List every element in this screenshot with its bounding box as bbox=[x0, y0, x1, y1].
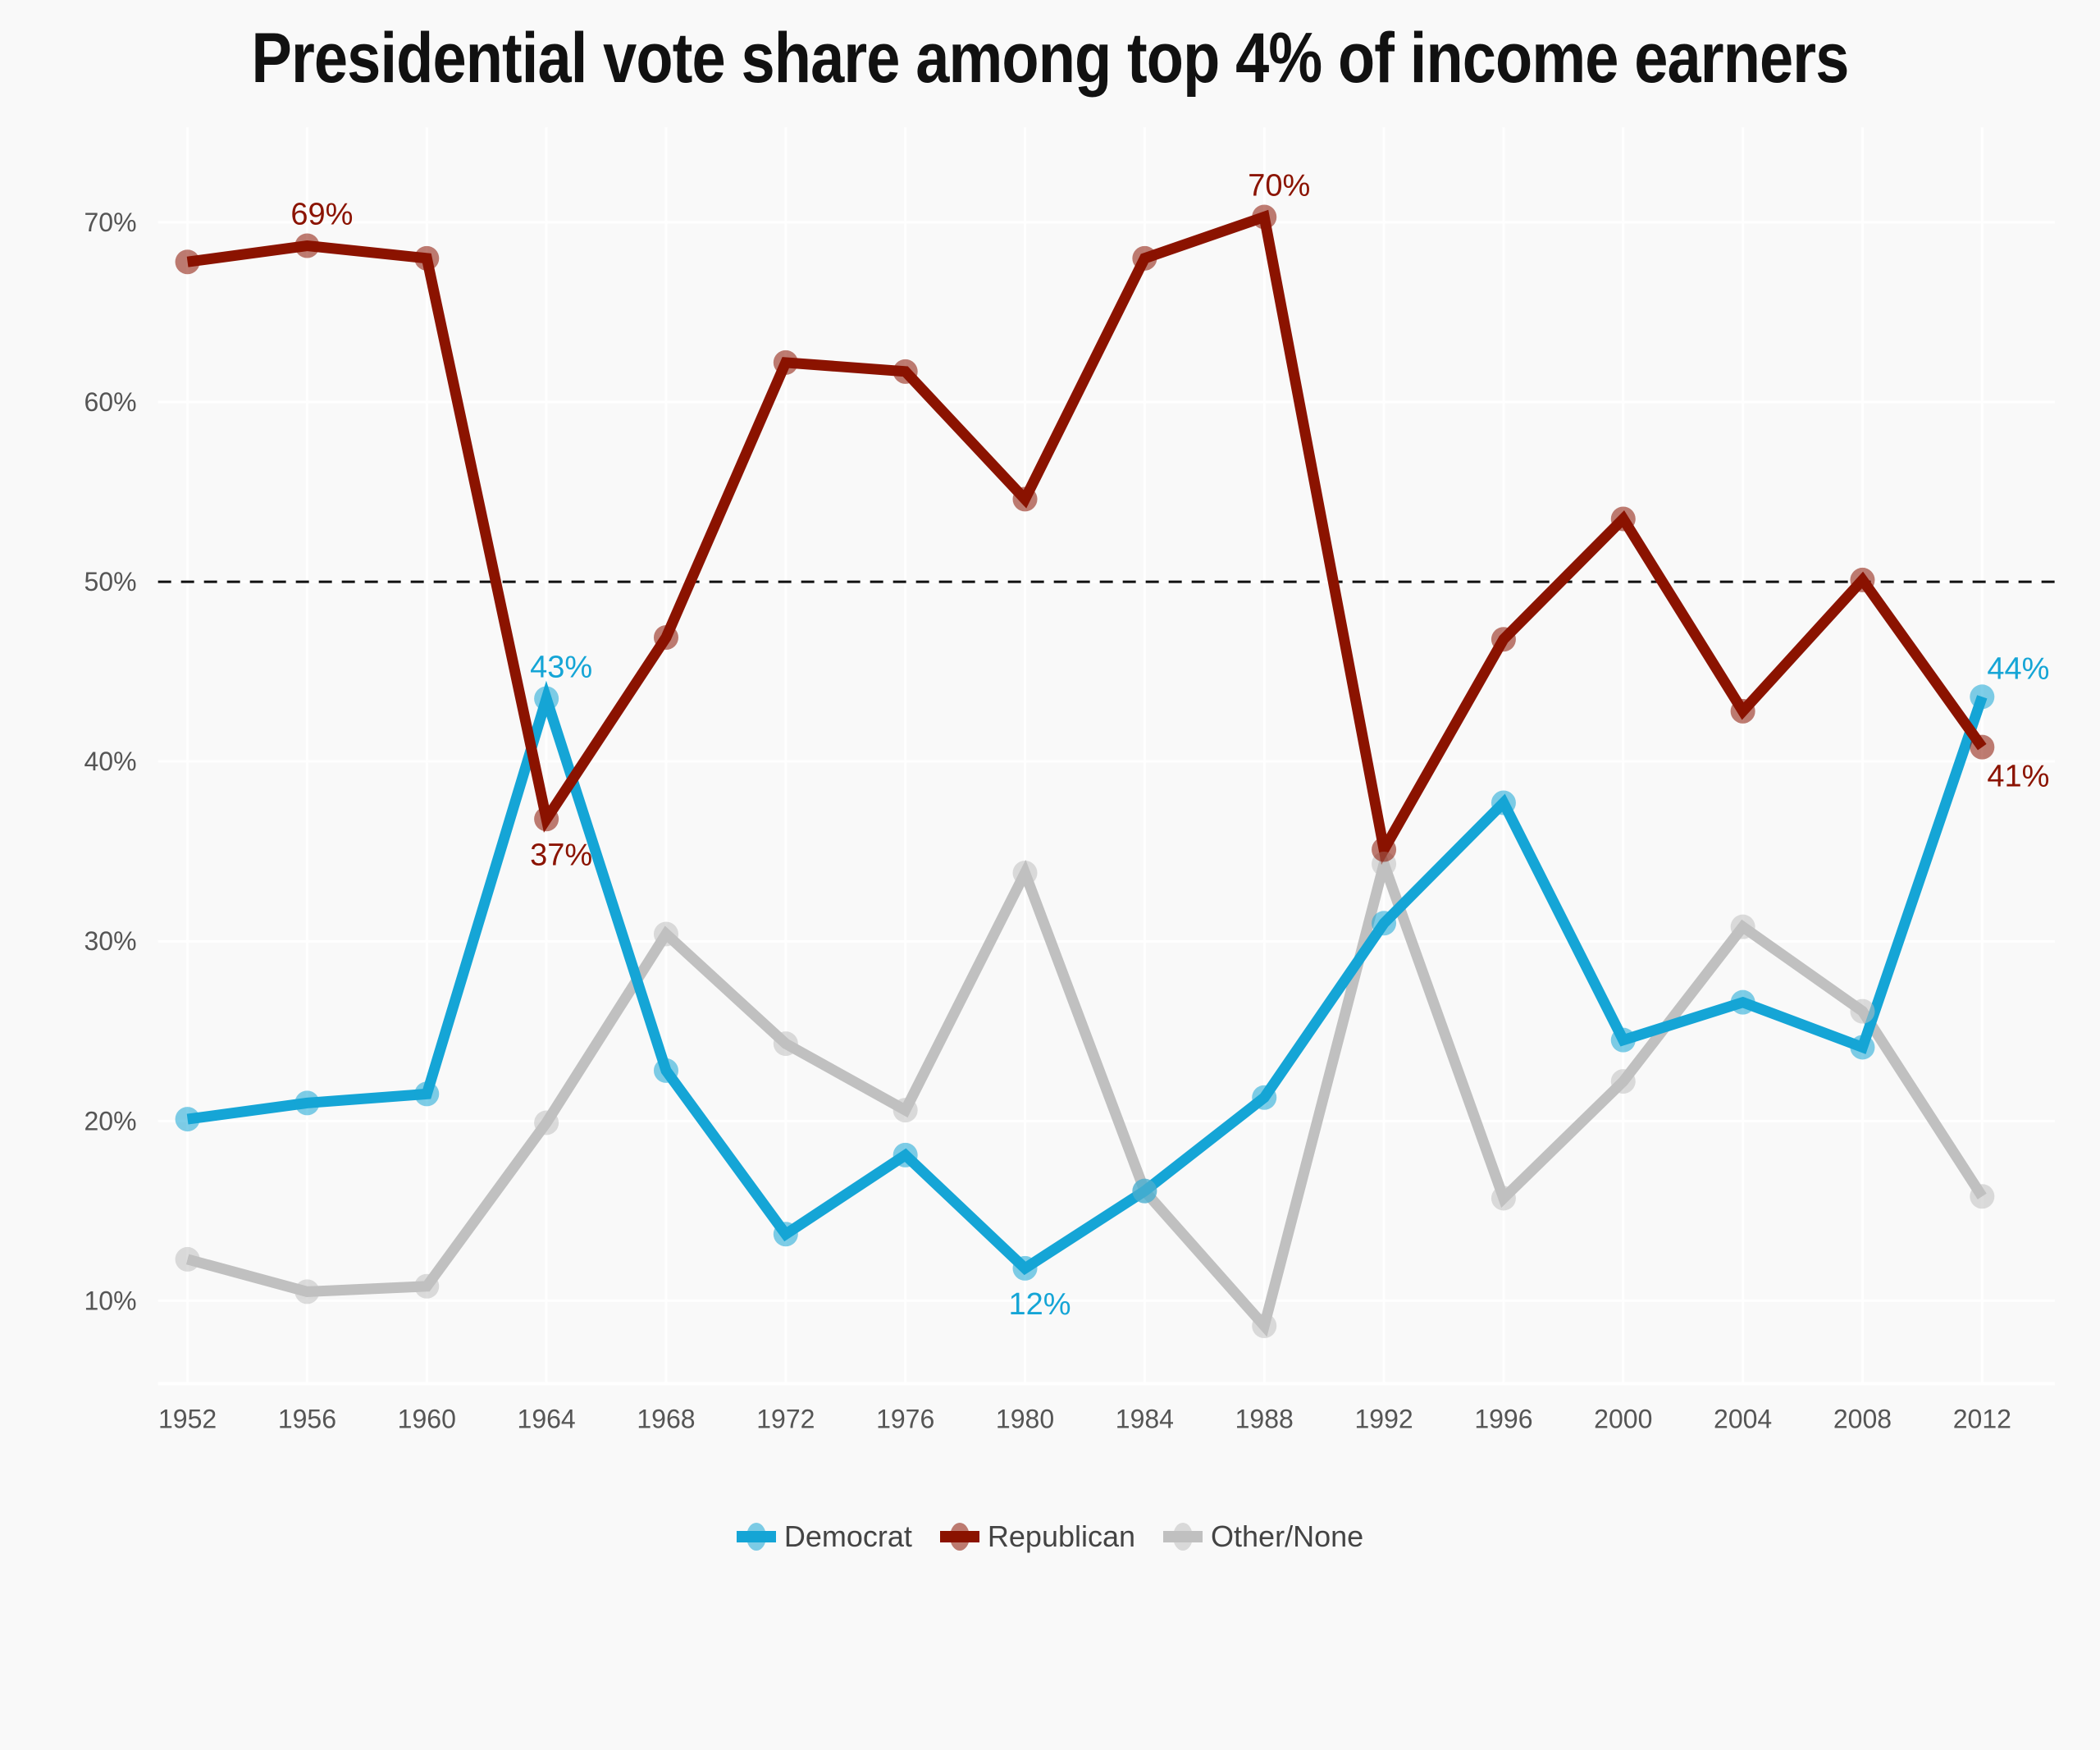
x-tick-label: 1992 bbox=[1354, 1404, 1413, 1433]
data-point-other-none bbox=[1012, 860, 1038, 885]
x-tick-label: 1976 bbox=[876, 1404, 934, 1433]
data-point-republican bbox=[653, 625, 678, 651]
data-point-democrat bbox=[1012, 1255, 1038, 1281]
data-label-democrat-1980: 12% bbox=[1008, 1287, 1071, 1322]
data-point-other-none bbox=[1970, 1184, 1995, 1209]
legend-item-other-none: Other/None bbox=[1163, 1519, 1363, 1554]
series-points bbox=[175, 204, 1995, 1338]
data-point-republican bbox=[534, 806, 559, 832]
legend-label: Republican bbox=[987, 1519, 1136, 1553]
data-point-republican bbox=[1730, 698, 1755, 724]
y-tick-label: 70% bbox=[84, 208, 136, 237]
series-line-democrat bbox=[186, 680, 1988, 1276]
legend-label: Democrat bbox=[783, 1519, 912, 1553]
data-label-republican-2012: 41% bbox=[1987, 760, 2049, 794]
data-point-republican bbox=[294, 233, 320, 258]
data-point-other-none bbox=[773, 1031, 798, 1057]
y-tick-label: 60% bbox=[84, 387, 136, 417]
data-point-democrat bbox=[1850, 1035, 1875, 1060]
data-point-republican bbox=[1012, 487, 1038, 512]
data-point-other-none bbox=[414, 1273, 440, 1299]
data-point-other-none bbox=[892, 1098, 918, 1123]
data-point-democrat bbox=[1252, 1085, 1277, 1110]
data-label-republican-1956: 69% bbox=[290, 197, 353, 231]
series-lines bbox=[185, 209, 1988, 1337]
y-tick-label: 20% bbox=[84, 1106, 136, 1135]
data-point-republican bbox=[892, 359, 918, 384]
data-point-democrat bbox=[175, 1107, 200, 1132]
data-point-other-none bbox=[1610, 1069, 1636, 1094]
x-tick-label: 1968 bbox=[637, 1404, 695, 1433]
data-point-democrat bbox=[294, 1090, 320, 1116]
data-point-democrat bbox=[1491, 790, 1516, 816]
legend-label: Other/None bbox=[1211, 1519, 1364, 1553]
data-point-republican bbox=[414, 245, 440, 271]
data-labels: 69% 70% 37% 43% 12% 44% 41% bbox=[290, 168, 2049, 1321]
data-point-other-none bbox=[653, 921, 678, 947]
data-point-other-none bbox=[1730, 914, 1755, 939]
data-point-other-none bbox=[534, 1110, 559, 1135]
legend: Democrat Republican Other/None bbox=[0, 1519, 2100, 1554]
x-axis: 1952 1956 1960 1964 1968 1972 1976 1980 1984 1988… bbox=[158, 1404, 2011, 1433]
data-point-democrat bbox=[892, 1142, 918, 1167]
x-tick-label: 1952 bbox=[158, 1404, 217, 1433]
y-tick-label: 50% bbox=[84, 567, 136, 596]
data-point-democrat bbox=[1372, 911, 1397, 936]
x-tick-label: 1964 bbox=[518, 1404, 576, 1433]
data-point-democrat bbox=[534, 686, 559, 711]
data-point-republican bbox=[1610, 506, 1636, 532]
legend-item-republican: Republican bbox=[939, 1519, 1136, 1554]
data-point-republican bbox=[1491, 627, 1516, 652]
legend-swatch-icon bbox=[736, 1523, 776, 1551]
data-point-democrat bbox=[1132, 1178, 1157, 1204]
x-tick-label: 1972 bbox=[756, 1404, 815, 1433]
data-point-republican bbox=[1252, 204, 1277, 230]
x-tick-label: 2012 bbox=[1953, 1404, 2011, 1433]
y-tick-label: 40% bbox=[84, 747, 136, 776]
legend-item-democrat: Democrat bbox=[736, 1519, 912, 1554]
x-tick-label: 1956 bbox=[278, 1404, 336, 1433]
data-point-democrat bbox=[1610, 1027, 1636, 1053]
data-point-other-none bbox=[1252, 1313, 1277, 1338]
x-tick-label: 1960 bbox=[398, 1404, 456, 1433]
x-tick-label: 1996 bbox=[1474, 1404, 1532, 1433]
data-point-democrat bbox=[773, 1222, 798, 1247]
series-line-other-none bbox=[185, 845, 1987, 1337]
x-tick-label: 2004 bbox=[1714, 1404, 1772, 1433]
data-label-republican-1964: 37% bbox=[530, 838, 592, 872]
data-point-democrat bbox=[1970, 684, 1995, 710]
x-tick-label: 1984 bbox=[1116, 1404, 1174, 1433]
y-tick-label: 30% bbox=[84, 926, 136, 956]
x-tick-label: 2008 bbox=[1833, 1404, 1892, 1433]
legend-swatch-icon bbox=[939, 1523, 979, 1551]
data-point-other-none bbox=[1491, 1186, 1516, 1211]
data-point-other-none bbox=[1850, 998, 1875, 1024]
data-point-republican bbox=[1850, 567, 1875, 592]
x-tick-label: 1988 bbox=[1235, 1404, 1294, 1433]
data-point-democrat bbox=[414, 1081, 440, 1107]
data-point-republican bbox=[1970, 734, 1995, 760]
x-tick-label: 2000 bbox=[1594, 1404, 1652, 1433]
data-point-democrat bbox=[653, 1058, 678, 1083]
series-line-republican bbox=[186, 209, 1987, 866]
data-point-other-none bbox=[175, 1246, 200, 1272]
data-point-republican bbox=[175, 249, 200, 275]
legend-swatch-icon bbox=[1163, 1523, 1203, 1551]
data-label-democrat-1964: 43% bbox=[530, 650, 592, 684]
data-point-republican bbox=[773, 350, 798, 375]
data-point-republican bbox=[1132, 245, 1157, 271]
data-point-other-none bbox=[294, 1279, 320, 1305]
data-label-democrat-2012: 44% bbox=[1987, 651, 2049, 686]
x-tick-label: 1980 bbox=[996, 1404, 1054, 1433]
data-point-democrat bbox=[1730, 989, 1755, 1015]
data-label-republican-1988: 70% bbox=[1248, 168, 1310, 203]
data-point-republican bbox=[1372, 837, 1397, 862]
chart-title: Presidential vote share among top 4% of … bbox=[251, 19, 1850, 98]
y-axis: 10% 20% 30% 40% 50% 60% 70% bbox=[84, 208, 136, 1315]
y-tick-label: 10% bbox=[84, 1286, 136, 1315]
